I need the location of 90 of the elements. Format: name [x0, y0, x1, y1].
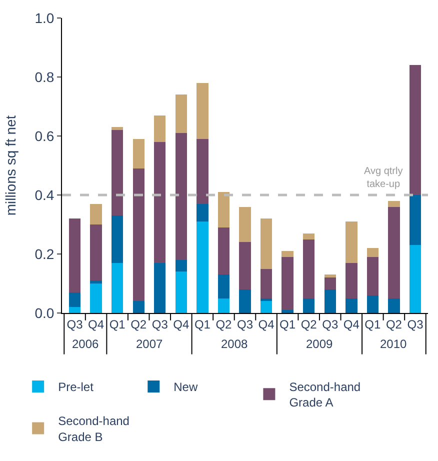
bar [302, 239, 315, 298]
bar [175, 272, 188, 313]
bar [388, 206, 400, 298]
text: 2008 [221, 337, 248, 351]
bar [260, 218, 272, 269]
bar [132, 301, 144, 313]
text: 2006 [72, 337, 100, 351]
bar [175, 94, 188, 134]
x-tick-label: Q3 [322, 317, 338, 332]
bar [132, 138, 144, 168]
bar [218, 298, 230, 313]
bar [90, 280, 102, 284]
bar [409, 65, 422, 195]
bar [196, 222, 208, 313]
y-tick-label: 0.0 [34, 304, 54, 321]
bar [68, 292, 81, 308]
text: 2010 [380, 337, 408, 351]
bar [388, 298, 400, 313]
bar [218, 192, 230, 228]
x-tick-label: Q2 [386, 317, 402, 332]
bar [282, 310, 294, 313]
bar [366, 295, 379, 313]
bar [282, 251, 294, 257]
bar [260, 268, 272, 298]
bar [239, 289, 251, 313]
y-tick-label: 0.2 [34, 246, 54, 262]
bar [175, 133, 188, 260]
legend-label: Second-hand Grade B [58, 414, 130, 444]
bar [90, 284, 102, 313]
bar [324, 289, 336, 313]
y-axis-title: millions sq ft net [2, 115, 18, 216]
y-tick-label: 0.4 [34, 186, 54, 203]
bar [346, 262, 358, 298]
legend-label: New [174, 380, 198, 394]
x-tick-label: Q1 [109, 317, 126, 332]
bar [282, 256, 294, 310]
bar [132, 168, 144, 302]
bar [302, 298, 315, 313]
bar [68, 218, 81, 292]
x-tick-label: Q3 [407, 317, 424, 332]
legend-label: Pre-let [58, 380, 94, 394]
y-tick-label: 0.6 [34, 128, 54, 144]
bar [196, 138, 208, 204]
text: 2009 [306, 337, 334, 351]
bar [302, 233, 315, 240]
x-tick-label: Q1 [194, 317, 211, 332]
bar [239, 242, 251, 290]
bar [196, 82, 208, 139]
x-tick-label: Q1 [364, 317, 381, 332]
bar [68, 307, 81, 313]
ref-line-label: Avg qtrly take-up [364, 166, 403, 190]
x-tick-label: Q3 [236, 317, 254, 332]
bar [346, 298, 358, 313]
bar [409, 195, 422, 246]
bar [324, 274, 336, 278]
bar [409, 245, 422, 313]
bar [111, 262, 124, 313]
bar [366, 248, 379, 257]
bar [154, 262, 166, 313]
bar [154, 142, 166, 263]
x-tick-label: Q2 [216, 317, 232, 332]
bar [111, 216, 124, 263]
bar [196, 204, 208, 222]
bar [90, 224, 102, 281]
x-tick-label: Q4 [258, 317, 275, 332]
y-tick-label: 0.8 [34, 68, 54, 85]
bar [154, 115, 166, 142]
x-tick-label: Q3 [152, 317, 168, 332]
bar [111, 127, 124, 130]
x-tick-label: Q3 [66, 317, 84, 332]
bar [388, 200, 400, 207]
x-tick-label: Q2 [300, 317, 318, 332]
text: 2007 [136, 337, 164, 351]
legend-label: Second-hand Grade A [289, 380, 361, 410]
bar [111, 130, 124, 216]
x-tick-label: Q4 [88, 317, 104, 332]
bar [218, 274, 230, 298]
bar [324, 278, 336, 290]
x-tick-label: Q4 [343, 317, 360, 332]
x-tick-label: Q1 [280, 317, 296, 332]
y-tick-label: 1.0 [34, 10, 54, 26]
bar [175, 260, 188, 272]
x-tick-label: Q4 [173, 317, 190, 332]
bar [90, 204, 102, 224]
bar [260, 301, 272, 313]
bar [366, 256, 379, 296]
bar [346, 222, 358, 263]
bar [218, 227, 230, 275]
x-tick-label: Q2 [130, 317, 147, 332]
bar [239, 206, 251, 242]
